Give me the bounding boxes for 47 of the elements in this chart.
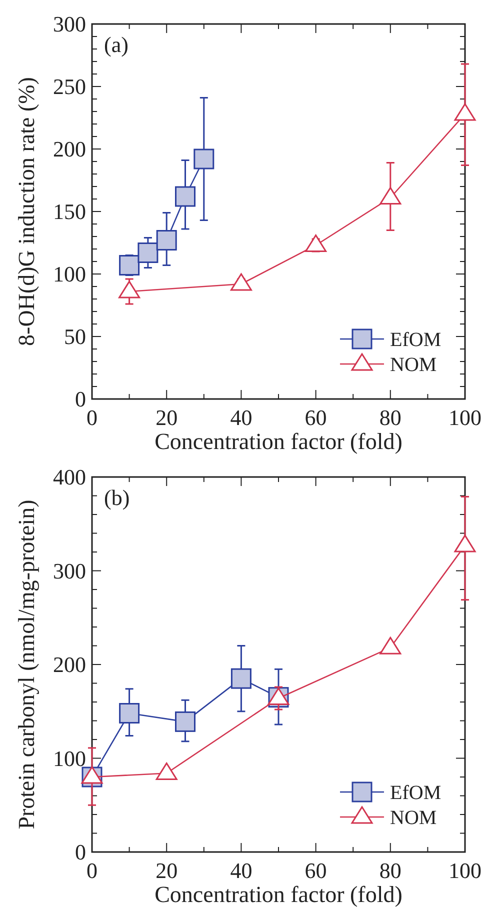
point (119, 255, 140, 276)
x-tick-label: 20 (156, 858, 178, 883)
point (230, 273, 252, 291)
point (305, 234, 327, 252)
point (230, 668, 252, 689)
y-tick-label: 400 (53, 464, 86, 490)
y-axis-title: Protein carbonyl (nmol/mg-protein) (14, 500, 39, 830)
legend-label: EfOM (390, 782, 442, 804)
point (118, 280, 140, 298)
point (175, 186, 196, 207)
y-tick-label: 100 (53, 262, 86, 287)
x-tick-label: 60 (304, 858, 327, 883)
x-tick-label: 100 (448, 405, 482, 430)
y-tick-label: 0 (75, 386, 86, 412)
x-tick-label: 20 (156, 405, 178, 430)
y-tick-label: 50 (64, 324, 86, 350)
point (156, 230, 177, 250)
y-tick-label: 100 (53, 746, 86, 771)
chart-title: (a) (104, 32, 128, 57)
x-tick-label: 60 (304, 405, 327, 430)
legend-label: EfOM (390, 329, 442, 351)
y-tick-label: 0 (75, 840, 86, 865)
legend-label: NOM (390, 354, 437, 376)
legend-label: NOM (390, 807, 437, 829)
x-tick-label: 40 (230, 405, 252, 430)
point (268, 688, 290, 705)
point (380, 187, 402, 204)
x-tick-label: 80 (379, 858, 402, 883)
y-tick-label: 200 (53, 652, 86, 678)
x-tick-label: 80 (379, 405, 402, 430)
chart-title: (b) (104, 485, 130, 510)
x-tick-label: 100 (448, 858, 482, 883)
point (119, 703, 140, 724)
y-tick-label: 250 (53, 74, 86, 100)
point (138, 242, 158, 263)
y-tick-label: 150 (53, 199, 86, 224)
x-axis-title: Concentration factor (fold) (154, 429, 402, 454)
point (454, 534, 476, 552)
point (175, 711, 196, 732)
x-tick-label: 40 (230, 858, 252, 883)
y-tick-label: 300 (53, 12, 86, 37)
x-axis-title: Concentration factor (fold) (154, 882, 402, 907)
y-tick-label: 200 (53, 136, 86, 162)
y-axis-title: 8-OH(d)G induction rate (%) (14, 77, 39, 346)
point (194, 148, 214, 170)
y-tick-label: 300 (53, 558, 86, 584)
point (380, 636, 402, 654)
